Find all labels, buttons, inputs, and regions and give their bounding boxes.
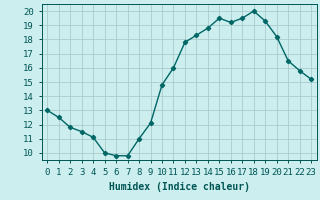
X-axis label: Humidex (Indice chaleur): Humidex (Indice chaleur) bbox=[109, 182, 250, 192]
